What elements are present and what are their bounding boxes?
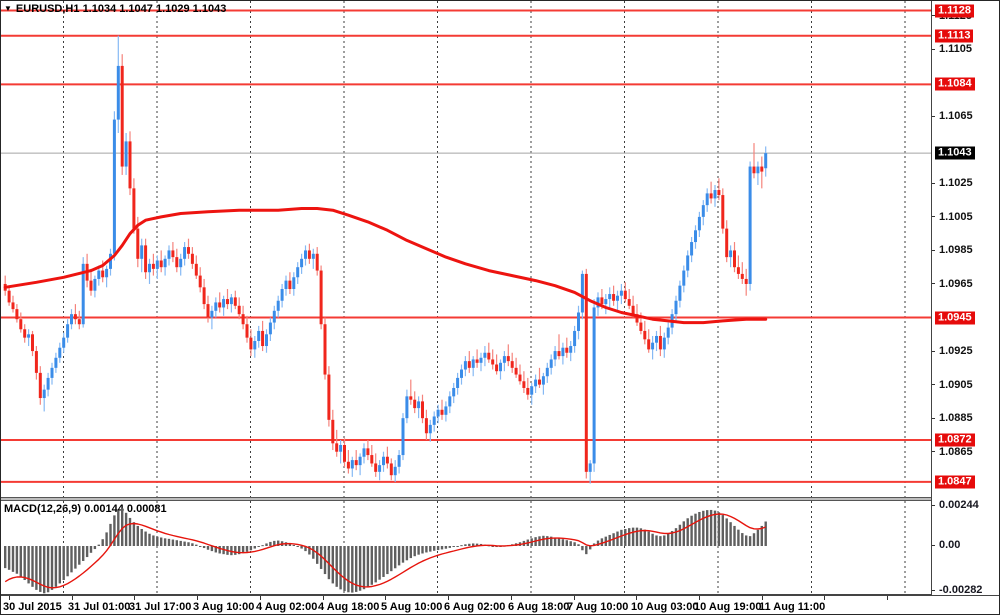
- macd-histogram: [4, 508, 767, 594]
- price-tick-mark: [932, 182, 935, 184]
- time-tick-label: 11 Aug 11:00: [759, 601, 826, 613]
- time-tick-label: 6 Aug 02:00: [444, 601, 506, 613]
- price-tick-mark: [932, 216, 935, 218]
- time-tick-mark: [9, 596, 10, 600]
- price-tick-mark: [932, 417, 935, 419]
- macd-tick-label: -0.00282: [939, 584, 983, 596]
- price-level-badge: 1.0847: [935, 475, 975, 489]
- time-tick-mark: [197, 596, 198, 600]
- price-chart-plot[interactable]: [1, 1, 931, 497]
- time-tick-mark: [134, 596, 135, 600]
- price-level-badge: 1.1128: [935, 4, 975, 18]
- time-tick-label: 3 Aug 10:00: [193, 601, 255, 613]
- price-tick-label: 1.1105: [939, 43, 973, 56]
- price-tick-label: 1.1025: [939, 177, 973, 190]
- time-tick-label: 30 Jul 2015: [3, 601, 62, 613]
- time-tick-mark: [72, 596, 73, 600]
- time-tick-mark: [824, 596, 825, 600]
- time-tick-mark: [574, 596, 575, 600]
- price-tick-mark: [932, 283, 935, 285]
- price-level-badge: 1.0872: [935, 433, 975, 447]
- price-tick-mark: [932, 384, 935, 386]
- symbol-label: EURUSD,H1: [15, 3, 80, 15]
- time-tick-mark: [699, 596, 700, 600]
- moving-average-line[interactable]: [3, 207, 768, 325]
- price-tick-label: 1.1065: [939, 110, 973, 123]
- time-tick-label: 4 Aug 02:00: [256, 601, 318, 613]
- macd-tick-mark: [932, 544, 935, 546]
- symbol-dropdown-icon[interactable]: ▼: [4, 4, 12, 13]
- time-tick-mark: [448, 596, 449, 600]
- price-tick-label: 1.0985: [939, 244, 973, 257]
- price-tick-mark: [932, 249, 935, 251]
- macd-tick-label: 0.00: [939, 539, 961, 551]
- price-axis[interactable]: 1.11251.11051.10651.10251.10051.09851.09…: [931, 1, 999, 596]
- price-tick-mark: [932, 451, 935, 453]
- price-chart-panel: ▼ EURUSD,H1 1.1034 1.1047 1.1029 1.1043: [1, 1, 931, 497]
- price-level-badge: 1.0945: [935, 311, 975, 325]
- price-tick-mark: [932, 48, 935, 50]
- macd-tick-mark: [932, 589, 935, 591]
- time-tick-label: 5 Aug 10:00: [381, 601, 443, 613]
- macd-indicator-readout: MACD(12,26,9) 0.00144 0.00081: [4, 503, 167, 515]
- time-tick-mark: [385, 596, 386, 600]
- price-tick-mark: [932, 350, 935, 352]
- time-tick-label: 6 Aug 18:00: [508, 601, 570, 613]
- time-tick-mark: [511, 596, 512, 600]
- time-tick-label: 7 Aug 10:00: [567, 601, 629, 613]
- macd-tick-label: 0.00244: [939, 499, 979, 511]
- price-tick-mark: [932, 115, 935, 117]
- time-tick-label: 10 Aug 19:00: [694, 601, 762, 613]
- macd-plot[interactable]: [1, 501, 931, 594]
- macd-signal-line: [4, 513, 766, 589]
- current-price-badge: 1.1043: [935, 146, 975, 160]
- time-tick-label: 31 Jul 17:00: [129, 601, 192, 613]
- price-level-badge: 1.1113: [935, 29, 974, 43]
- ohlc-values: 1.1034 1.1047 1.1029 1.1043: [82, 3, 227, 15]
- price-tick-mark: [932, 15, 935, 17]
- candles: [3, 35, 768, 484]
- time-axis[interactable]: 30 Jul 2015 31 Jul 01:00 31 Jul 17:00 3 Aug…: [1, 595, 999, 614]
- time-tick-mark: [323, 596, 324, 600]
- price-tick-label: 1.0885: [939, 412, 973, 425]
- symbol-ohlc-readout: ▼ EURUSD,H1 1.1034 1.1047 1.1029 1.1043: [4, 3, 226, 15]
- price-tick-label: 1.0905: [939, 378, 973, 391]
- time-tick-label: 4 Aug 18:00: [318, 601, 380, 613]
- time-tick-mark: [260, 596, 261, 600]
- price-tick-label: 1.0865: [939, 445, 973, 458]
- time-tick-label: 31 Jul 01:00: [68, 601, 131, 613]
- macd-tick-mark: [932, 504, 935, 506]
- panel-separator[interactable]: [1, 497, 999, 501]
- time-tick-mark: [762, 596, 763, 600]
- time-tick-mark: [636, 596, 637, 600]
- price-tick-label: 1.0925: [939, 345, 973, 358]
- price-level-badge: 1.1084: [935, 77, 975, 91]
- price-tick-label: 1.1005: [939, 210, 973, 223]
- price-tick-label: 1.0965: [939, 277, 973, 290]
- macd-indicator-panel: MACD(12,26,9) 0.00144 0.00081: [1, 501, 931, 595]
- horizontal-level-lines[interactable]: [1, 9, 931, 483]
- macd-vertical-gridlines: [63, 501, 906, 594]
- time-tick-mark: [887, 596, 888, 600]
- time-tick-label: 10 Aug 03:00: [631, 601, 699, 613]
